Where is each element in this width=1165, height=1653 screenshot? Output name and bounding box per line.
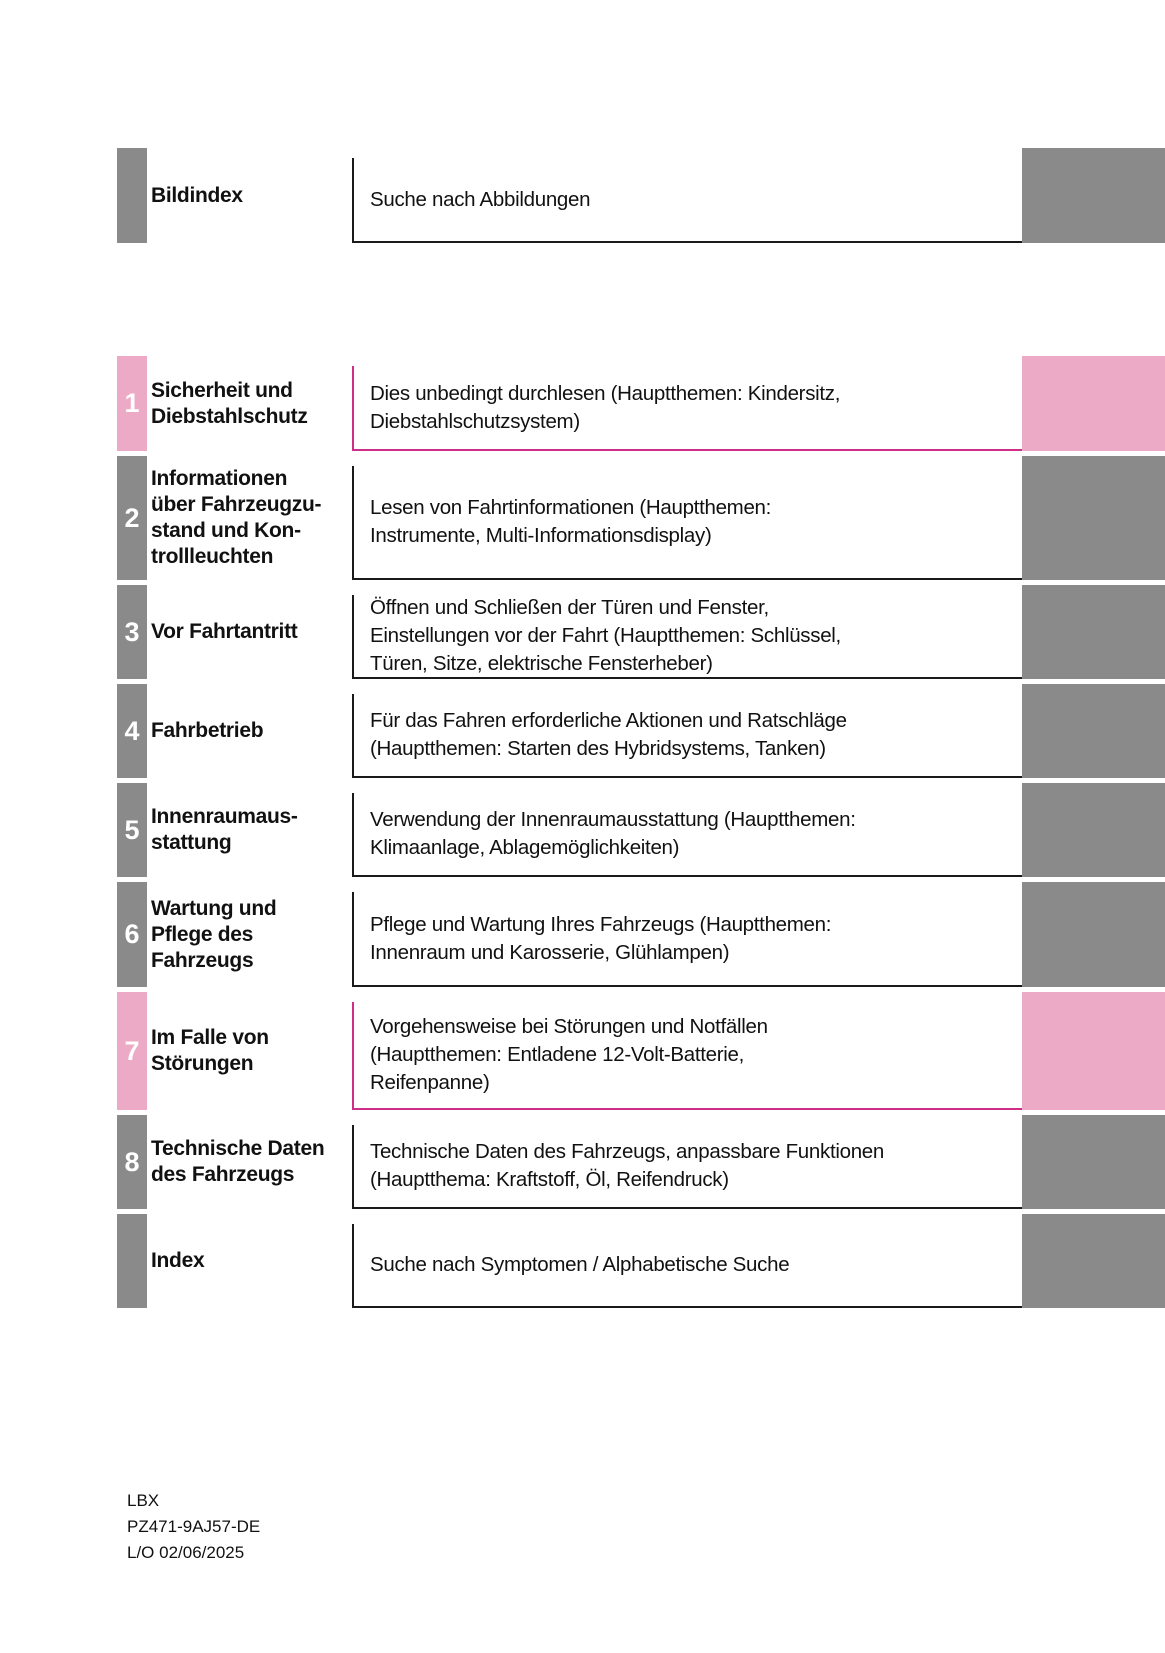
section-number-badge: 7 (117, 992, 147, 1110)
section-number-badge (117, 148, 147, 243)
section-description-box: Dies unbedingt durchlesen (Hauptthemen: … (352, 366, 1022, 451)
layout-date: L/O 02/06/2025 (127, 1543, 245, 1562)
section-description-box: Pflege und Wartung Ihres Fahrzeugs (Haup… (352, 892, 1022, 987)
section-description-box: Suche nach Symptomen / Alphabetische Suc… (352, 1224, 1022, 1308)
accent-bar (1022, 148, 1165, 243)
section-label: Technische Daten des Fahrzeugs (151, 1137, 325, 1186)
model-code: LBX (127, 1491, 160, 1510)
toc-row: Index Suche nach Symptomen / Alphabetisc… (0, 1214, 1165, 1308)
accent-bar (1022, 1115, 1165, 1209)
section-label: Sicherheit und Diebstahlschutz (151, 378, 308, 428)
section-label: Bildindex (151, 183, 243, 207)
part-number: PZ471-9AJ57-DE (127, 1517, 261, 1536)
section-label-cell: Innenraumaus- stattung (147, 783, 352, 877)
toc-row: 6 Wartung und Pflege des Fahrzeugs Pfleg… (0, 882, 1165, 987)
section-number-badge: 4 (117, 684, 147, 778)
section-description-box: Für das Fahren erforderliche Aktionen un… (352, 694, 1022, 778)
accent-bar (1022, 882, 1165, 987)
accent-bar (1022, 356, 1165, 451)
section-description: Für das Fahren erforderliche Aktionen un… (370, 709, 847, 760)
accent-bar (1022, 1214, 1165, 1308)
section-description-box: Lesen von Fahrtinformationen (Haupttheme… (352, 466, 1022, 580)
accent-bar (1022, 456, 1165, 580)
section-label: Vor Fahrtantritt (151, 620, 298, 643)
section-description-box: Öffnen und Schließen der Türen und Fenst… (352, 595, 1022, 679)
section-label-cell: Informationen über Fahrzeugzu- stand und… (147, 456, 352, 580)
section-description: Pflege und Wartung Ihres Fahrzeugs (Haup… (370, 912, 832, 964)
section-label-cell: Technische Daten des Fahrzeugs (147, 1115, 352, 1209)
section-description: Vorgehensweise bei Störungen und Notfäll… (370, 1015, 768, 1094)
toc-row: Bildindex Suche nach Abbildungen (0, 148, 1165, 243)
section-label: Index (151, 1249, 205, 1272)
section-number-badge: 1 (117, 356, 147, 451)
section-description-box: Verwendung der Innenraumausstattung (Hau… (352, 793, 1022, 877)
section-number-badge (117, 1214, 147, 1308)
section-label-cell: Index (147, 1214, 352, 1308)
accent-bar (1022, 783, 1165, 877)
section-description: Technische Daten des Fahrzeugs, anpassba… (370, 1140, 885, 1191)
section-label-cell: Vor Fahrtantritt (147, 585, 352, 679)
section-label-cell: Bildindex (147, 148, 352, 243)
table-of-contents: Bildindex Suche nach Abbildungen 1 Siche… (0, 148, 1165, 1308)
section-description: Suche nach Abbildungen (370, 187, 591, 211)
toc-row: 3 Vor Fahrtantritt Öffnen und Schließen … (0, 585, 1165, 679)
section-description-box: Suche nach Abbildungen (352, 158, 1022, 243)
toc-row: 2 Informationen über Fahrzeugzu- stand u… (0, 456, 1165, 580)
section-label: Fahrbetrieb (151, 719, 264, 742)
section-description: Dies unbedingt durchlesen (Hauptthemen: … (370, 381, 841, 433)
section-label-cell: Im Falle von Störungen (147, 992, 352, 1110)
section-label: Im Falle von Störungen (151, 1026, 269, 1075)
toc-row: 5 Innenraumaus- stattung Verwendung der … (0, 783, 1165, 877)
toc-row: 7 Im Falle von Störungen Vorgehensweise … (0, 992, 1165, 1110)
section-number-badge: 5 (117, 783, 147, 877)
section-label-cell: Sicherheit und Diebstahlschutz (147, 356, 352, 451)
section-description-box: Technische Daten des Fahrzeugs, anpassba… (352, 1125, 1022, 1209)
toc-row: 8 Technische Daten des Fahrzeugs Technis… (0, 1115, 1165, 1209)
section-number-badge: 2 (117, 456, 147, 580)
section-number-badge: 3 (117, 585, 147, 679)
section-description: Lesen von Fahrtinformationen (Haupttheme… (370, 496, 772, 547)
print-code-footer: LBX PZ471-9AJ57-DE L/O 02/06/2025 (127, 1488, 260, 1566)
section-number-badge: 6 (117, 882, 147, 987)
section-description-box: Vorgehensweise bei Störungen und Notfäll… (352, 1002, 1022, 1110)
accent-bar (1022, 585, 1165, 679)
section-label-cell: Fahrbetrieb (147, 684, 352, 778)
section-label: Informationen über Fahrzeugzu- stand und… (151, 467, 322, 568)
toc-row: 4 Fahrbetrieb Für das Fahren erforderlic… (0, 684, 1165, 778)
section-label: Wartung und Pflege des Fahrzeugs (151, 896, 277, 972)
accent-bar (1022, 684, 1165, 778)
section-description: Suche nach Symptomen / Alphabetische Suc… (370, 1253, 790, 1276)
section-description: Verwendung der Innenraumausstattung (Hau… (370, 808, 856, 859)
section-label-cell: Wartung und Pflege des Fahrzeugs (147, 882, 352, 987)
section-description: Öffnen und Schließen der Türen und Fenst… (370, 596, 841, 675)
section-number-badge: 8 (117, 1115, 147, 1209)
accent-bar (1022, 992, 1165, 1110)
section-label: Innenraumaus- stattung (151, 805, 298, 854)
toc-row: 1 Sicherheit und Diebstahlschutz Dies un… (0, 356, 1165, 451)
